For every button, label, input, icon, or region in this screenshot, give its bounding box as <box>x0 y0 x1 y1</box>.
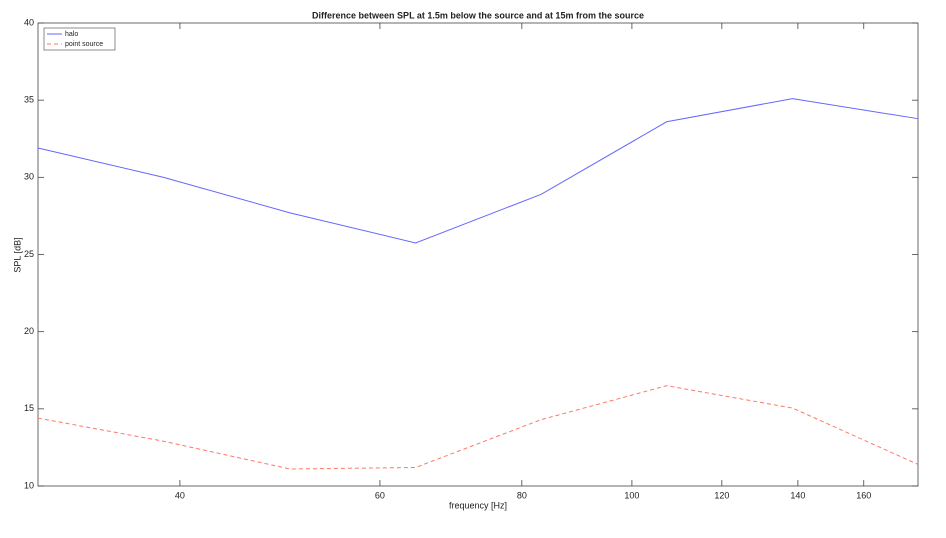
x-tick-label: 120 <box>714 490 729 500</box>
y-tick-label: 25 <box>24 249 34 259</box>
y-axis-label: SPL [dB] <box>12 237 22 272</box>
legend-label: point source <box>65 41 103 48</box>
series-line <box>37 98 919 244</box>
x-axis-label: frequency [Hz] <box>449 500 507 510</box>
y-tick-label: 30 <box>24 172 34 182</box>
y-tick-label: 20 <box>24 326 34 336</box>
x-tick-label: 140 <box>790 490 805 500</box>
series-line <box>37 385 919 470</box>
y-tick-label: 15 <box>24 403 34 413</box>
y-tick-label: 40 <box>24 17 34 27</box>
x-tick-label: 100 <box>624 490 639 500</box>
x-tick-label: 160 <box>856 490 871 500</box>
x-tick-label: 80 <box>517 490 527 500</box>
legend-label: halo <box>65 31 78 38</box>
x-tick-label: 60 <box>375 490 385 500</box>
chart-title: Difference between SPL at 1.5m below the… <box>312 10 644 20</box>
axes-box <box>37 22 919 487</box>
y-tick-label: 35 <box>24 95 34 105</box>
y-tick-label: 10 <box>24 480 34 490</box>
x-tick-label: 40 <box>175 490 185 500</box>
